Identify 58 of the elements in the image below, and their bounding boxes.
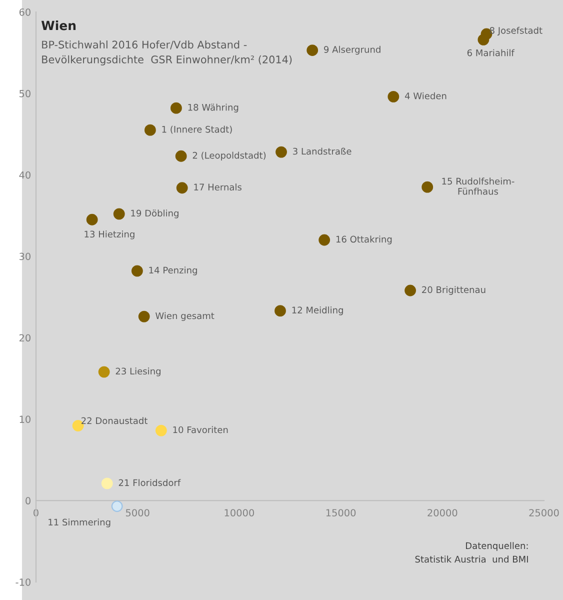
point [404, 284, 416, 296]
annotation: 9 Alsergrund [324, 46, 380, 55]
annotation: 6 Mariahilf [467, 49, 515, 56]
point [478, 34, 490, 46]
point [144, 124, 156, 136]
annotation: 13 Hietzing [84, 230, 134, 240]
x-tick-label: 20000 [428, 509, 458, 516]
point [131, 265, 143, 277]
text: BP-Stichwahl 2016 Hofer/Vdb Abstand - Bevölkerungsdichte GSR Einwohner/km² (2014) [42, 40, 292, 66]
y-tick-label: 40 [19, 171, 30, 179]
annotation: 8 Josefstadt [490, 26, 542, 36]
x-tick-label: 25000 [529, 509, 559, 516]
text: Wien [41, 20, 76, 30]
point [86, 214, 98, 226]
x-tick-label: 10000 [224, 509, 254, 516]
point [274, 305, 286, 317]
point [422, 181, 434, 193]
x-tick-label: 5000 [126, 509, 150, 516]
y-tick-label: 60 [19, 8, 30, 16]
annotation: 4 Wieden [404, 92, 446, 100]
point [155, 424, 167, 436]
annotation: 17 Hernals [194, 184, 242, 191]
point [388, 90, 400, 102]
annotation: 3 Landstraße [293, 148, 352, 155]
annotation: 15 Rudolfsheim- Fünfhaus [442, 178, 514, 195]
annotation: 20 Brigittenau [422, 286, 486, 295]
annotation: 21 Floridsdorf [118, 479, 181, 486]
annotation: 18 Währing [188, 104, 238, 112]
point [113, 208, 125, 220]
annotation: 16 Ottakring [336, 236, 392, 244]
point [101, 478, 113, 490]
y-tick-label: 30 [20, 252, 30, 260]
annotation: 23 Liesing [116, 368, 160, 376]
annotation: 1 (Innere Stadt) [162, 126, 232, 134]
annotation: Datenquellen: Statistik Austria und BMI [415, 542, 528, 563]
point [176, 182, 188, 194]
x-tick-label: 15000 [326, 509, 356, 516]
annotation: 14 Penzing [149, 266, 197, 276]
point [276, 146, 287, 158]
annotation: 12 Meidling [292, 306, 343, 316]
point [138, 310, 150, 322]
annotation: 2 (Leopoldstadt) [192, 152, 266, 160]
y-tick-label: 10 [20, 416, 30, 423]
y-tick-label: 20 [19, 334, 30, 342]
annotation: Wien gesamt [156, 312, 214, 321]
point [306, 44, 318, 56]
point [111, 500, 123, 512]
y-tick-label: 50 [20, 90, 30, 98]
annotation: 11 Simmering [48, 518, 110, 528]
annotation: 19 Döbling [131, 210, 178, 218]
annotation: 22 Donaustadt [82, 417, 148, 424]
point [170, 102, 182, 114]
point [98, 366, 110, 378]
point [318, 234, 330, 246]
annotation: 10 Favoriten [173, 426, 228, 434]
point [175, 150, 187, 162]
y-tick-label: 0 [26, 497, 30, 504]
y-tick-label: -10 [16, 578, 30, 586]
